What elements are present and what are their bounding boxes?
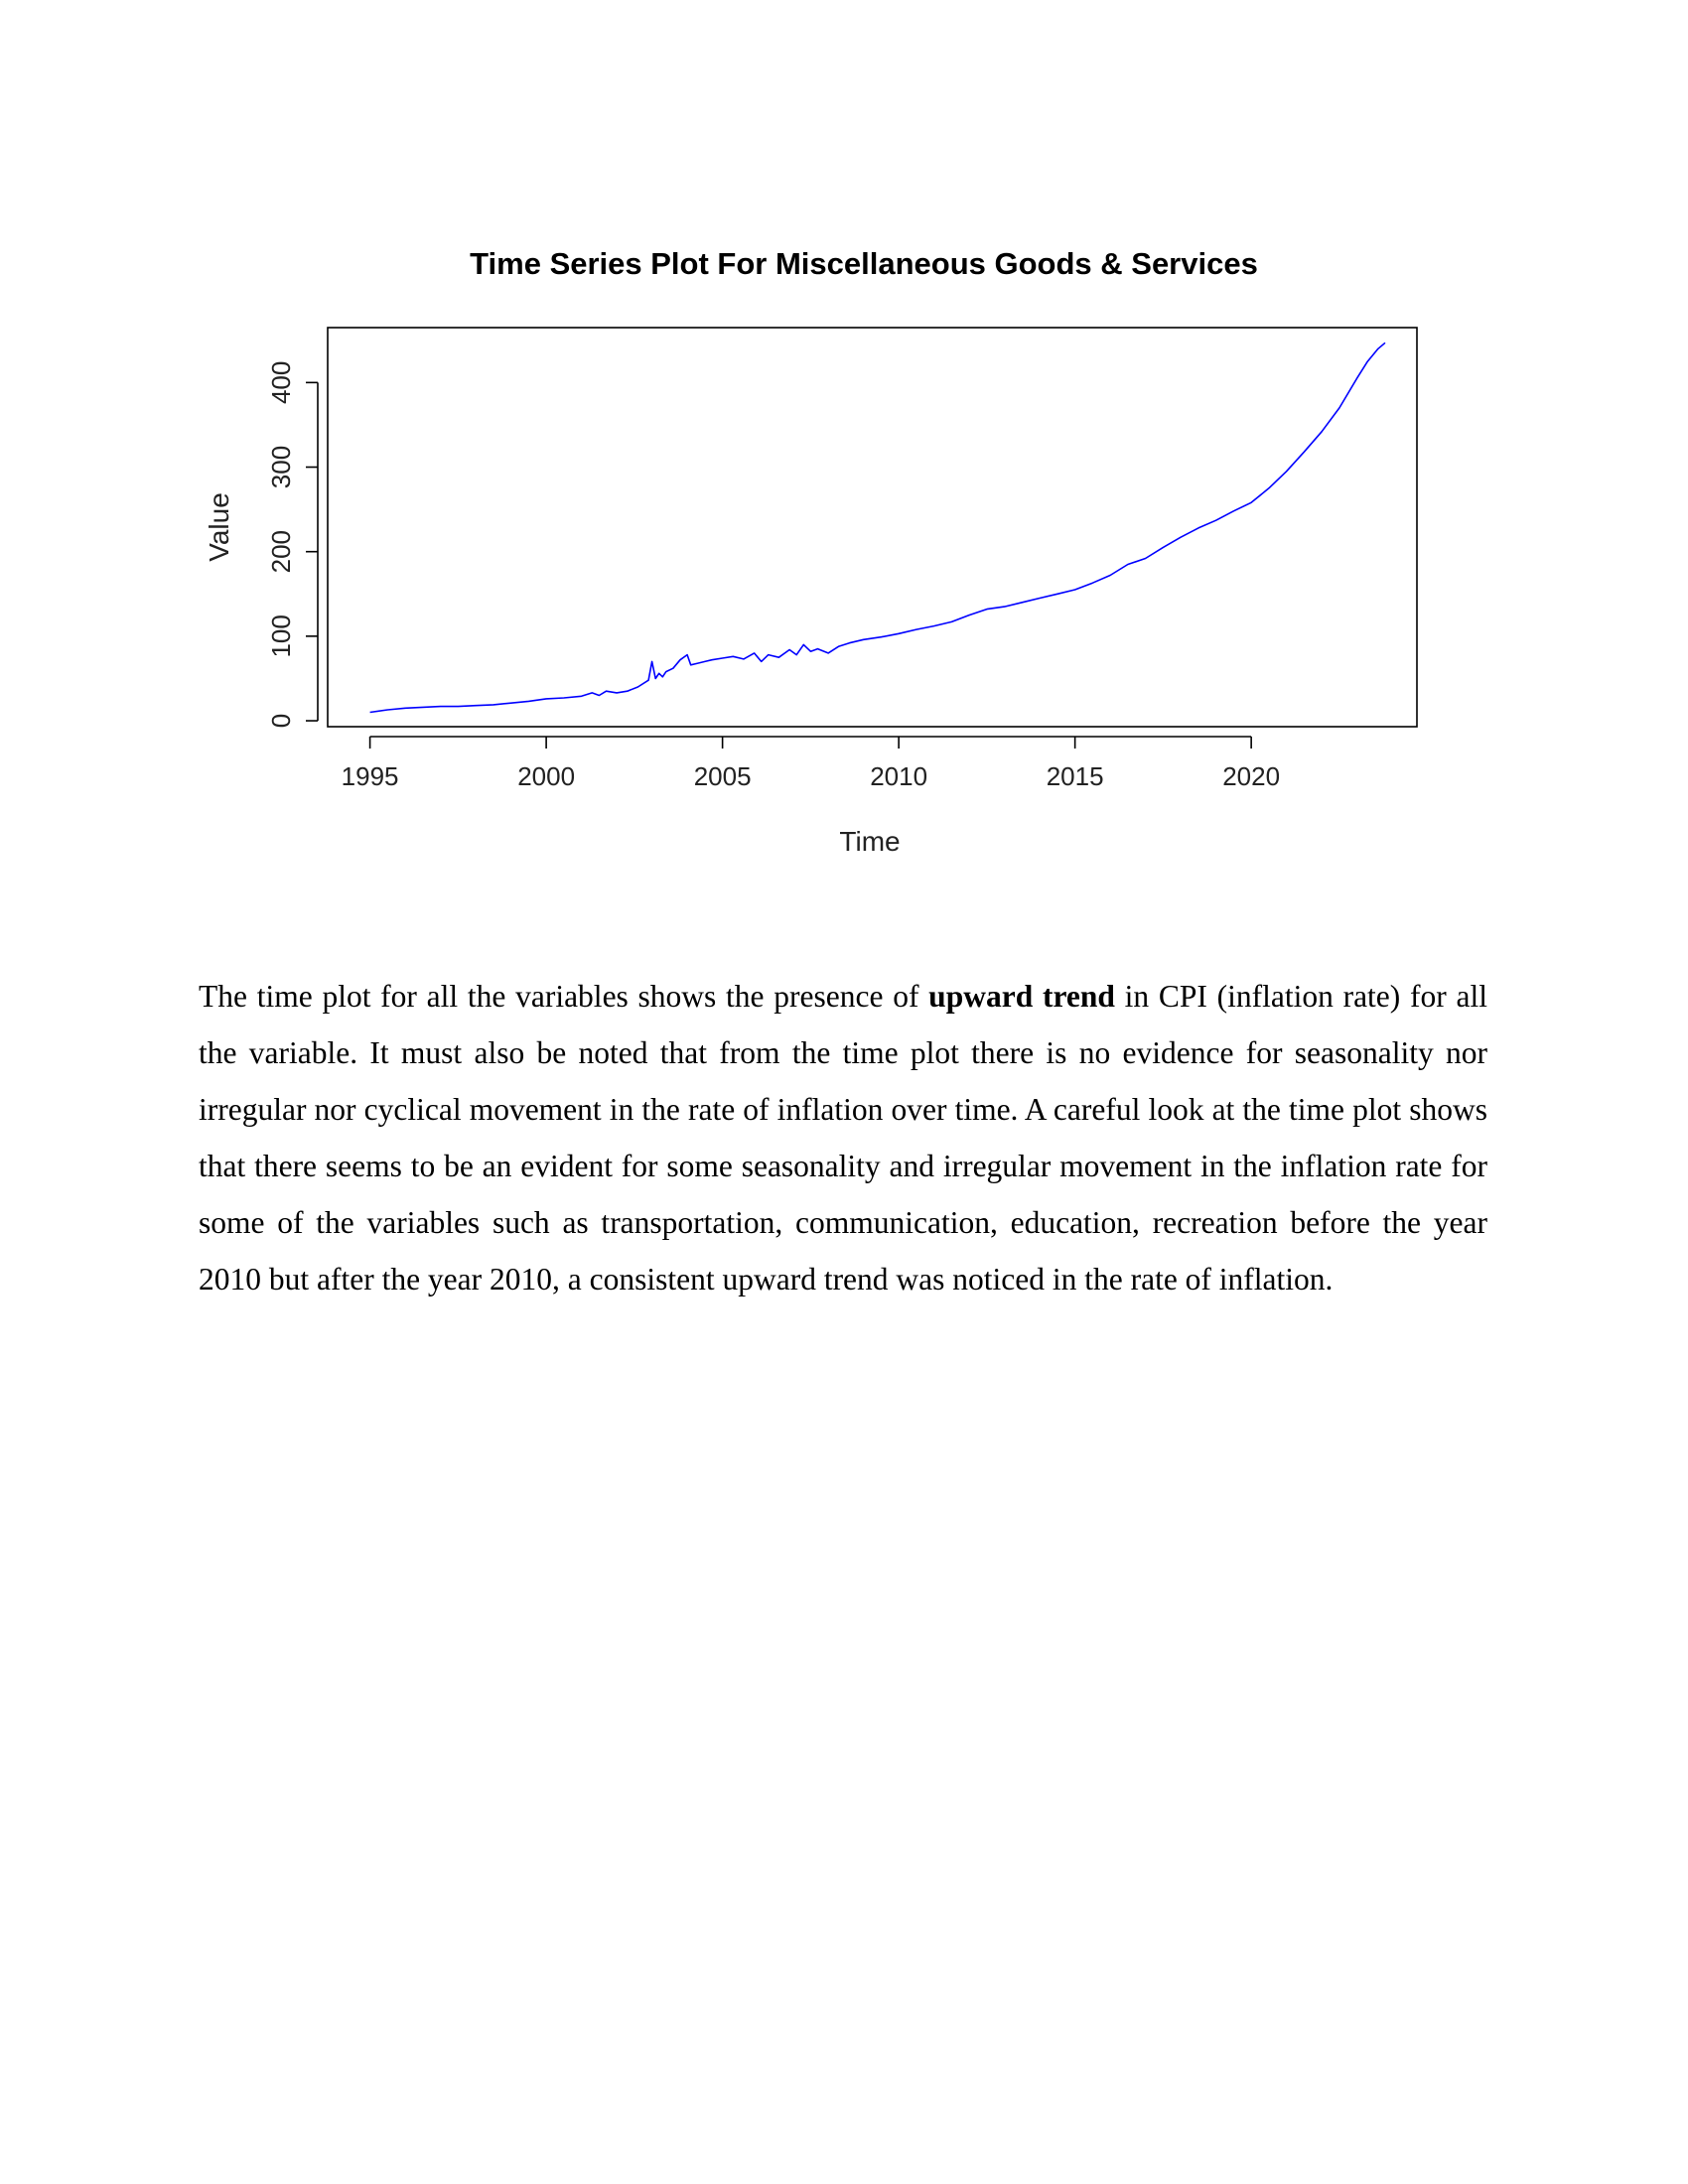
y-tick-label: 0 [266,714,296,728]
chart-title: Time Series Plot For Miscellaneous Goods… [470,246,1258,281]
body-paragraph: The time plot for all the variables show… [199,968,1487,1307]
x-tick-label: 2010 [870,761,927,791]
x-axis: 1995 2000 2005 2010 2015 2020 [342,736,1280,791]
y-tick-label: 400 [266,361,296,404]
series-line [369,341,1386,714]
x-tick-label: 2000 [517,761,575,791]
y-tick-label: 300 [266,446,296,488]
plot-area-border [327,327,1418,728]
paragraph-text-end: in CPI (inflation rate) for all the vari… [199,979,1487,1297]
paragraph-emphasis: upward trend [928,979,1115,1014]
y-axis-label: Value [204,492,234,562]
x-tick-label: 1995 [342,761,399,791]
y-axis: 0 100 200 300 400 [266,361,319,728]
x-tick-label: 2020 [1222,761,1280,791]
x-tick-label: 2005 [694,761,752,791]
y-tick-label: 100 [266,614,296,657]
y-tick-label: 200 [266,530,296,573]
time-series-chart: Time Series Plot For Miscellaneous Goods… [204,246,1418,857]
x-axis-label: Time [839,826,900,857]
paragraph-text-start: The time plot for all the variables show… [199,979,929,1014]
x-tick-label: 2015 [1047,761,1104,791]
